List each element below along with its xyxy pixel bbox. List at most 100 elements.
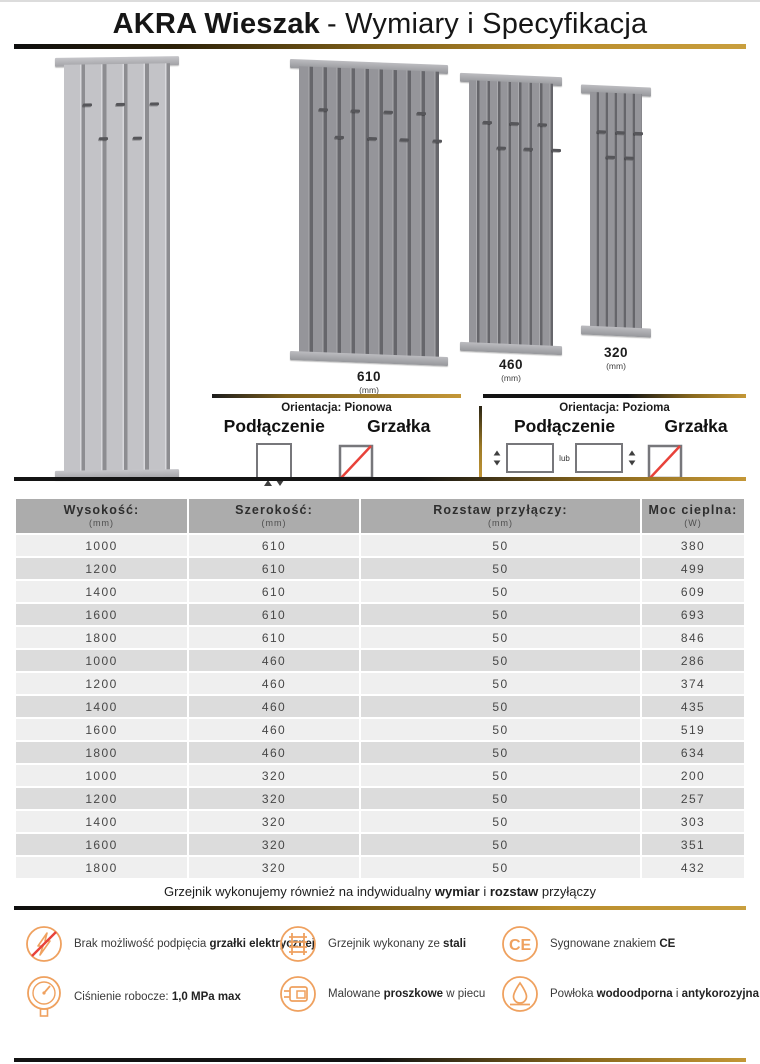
- table-cell: 460: [189, 719, 359, 740]
- table-cell: 303: [642, 811, 744, 832]
- brand-name: AKRA Wieszak: [112, 8, 320, 40]
- table-row: 1000 460 50 286: [16, 650, 744, 671]
- coat-hook: [597, 130, 607, 134]
- coat-hook: [432, 139, 442, 144]
- table-cell: 693: [642, 604, 744, 625]
- table-cell: 435: [642, 696, 744, 717]
- orientation-horizontal-title: Orientacja: Pozioma: [559, 402, 670, 414]
- table-header-row: Wysokość: (mm) Szerokość: (mm) Rozstaw p…: [16, 499, 744, 533]
- table-cell: 50: [361, 788, 640, 809]
- col-header-heat-output: Moc cieplna: (W): [642, 499, 744, 533]
- table-row: 1800 460 50 634: [16, 742, 744, 763]
- ce-mark-icon: CE: [502, 926, 538, 962]
- table-row: 1600 610 50 693: [16, 604, 744, 625]
- col-header-height: Wysokość: (mm): [16, 499, 187, 533]
- table-cell: 1400: [16, 811, 187, 832]
- connection-arrows: [212, 480, 337, 487]
- table-cell: 50: [361, 627, 640, 648]
- arrow-up-icon: [264, 480, 273, 486]
- footer-gradient-rule: [14, 1058, 746, 1062]
- feature-steel: Grzejnik wykonany ze stali: [278, 924, 466, 964]
- width-label-610: 610 (mm): [293, 369, 445, 395]
- arrow-up-icon: [628, 450, 636, 456]
- connection-arrows-right: [628, 450, 636, 466]
- feature-powder-coating: Malowane proszkowe w piecu: [278, 974, 485, 1014]
- table-cell: 50: [361, 719, 640, 740]
- orientation-horizontal-panel: Orientacja: Pozioma Podłączenie lub: [483, 394, 746, 481]
- table-cell: 846: [642, 627, 744, 648]
- page-subtitle: - Wymiary i Specyfikacja: [326, 8, 648, 40]
- table-cell: 1800: [16, 627, 187, 648]
- radiator-front-view-image: [55, 56, 179, 480]
- panel-divider: [479, 406, 482, 480]
- orientation-vertical-panel: Orientacja: Pionowa Podłączenie Grzałka: [212, 394, 461, 487]
- table-cell: 50: [361, 535, 640, 556]
- table-cell: 1800: [16, 857, 187, 878]
- arrow-down-icon: [628, 460, 636, 466]
- table-cell: 460: [189, 673, 359, 694]
- table-cell: 609: [642, 581, 744, 602]
- table-cell: 257: [642, 788, 744, 809]
- heater-heading: Grzałka: [664, 416, 728, 436]
- coat-hook: [624, 156, 634, 160]
- table-cell: 460: [189, 650, 359, 671]
- table-row: 1400 460 50 435: [16, 696, 744, 717]
- page-title: AKRA Wieszak - Wymiary i Specyfikacja: [0, 7, 760, 41]
- svg-text:CE: CE: [509, 937, 532, 954]
- table-row: 1600 320 50 351: [16, 834, 744, 855]
- table-cell: 1200: [16, 558, 187, 579]
- or-label: lub: [559, 453, 570, 463]
- width-unit: (mm): [359, 385, 379, 395]
- coat-hook: [400, 138, 410, 142]
- note-gradient-rule: [14, 906, 746, 910]
- table-cell: 351: [642, 834, 744, 855]
- table-cell: 50: [361, 558, 640, 579]
- width-value: 320: [603, 345, 629, 360]
- table-cell: 1200: [16, 673, 187, 694]
- arrow-down-icon: [493, 460, 501, 466]
- panel-gradient-rule: [483, 394, 746, 398]
- connection-diagram-horizontal: lub: [483, 443, 646, 473]
- table-cell: 519: [642, 719, 744, 740]
- spec-table-body: 1000 610 50 380 1200 610 50 499 1400 610 50 609 1600…: [16, 535, 744, 878]
- coat-hook: [334, 135, 344, 140]
- table-cell: 50: [361, 834, 640, 855]
- connection-box: [506, 443, 555, 473]
- width-unit: (mm): [501, 373, 521, 383]
- waterproof-coating-icon: [502, 976, 538, 1012]
- coat-hook: [615, 130, 625, 135]
- table-cell: 374: [642, 673, 744, 694]
- table-cell: 380: [642, 535, 744, 556]
- coat-hook: [367, 137, 377, 141]
- table-cell: 610: [189, 558, 359, 579]
- radiator-bottom-cap: [581, 325, 651, 338]
- panel-gradient-rule: [212, 394, 461, 398]
- table-cell: 1400: [16, 696, 187, 717]
- radiator-610-image: [290, 58, 448, 367]
- connection-box: [574, 443, 623, 473]
- connection-heading: Podłączenie: [513, 416, 616, 436]
- table-cell: 50: [361, 604, 640, 625]
- header-gradient-rule: [14, 44, 746, 49]
- table-cell: 460: [189, 696, 359, 717]
- table-cell: 610: [189, 627, 359, 648]
- coat-hook: [99, 137, 109, 141]
- arrow-down-icon: [276, 480, 285, 486]
- table-row: 1800 320 50 432: [16, 857, 744, 878]
- table-cell: 320: [189, 788, 359, 809]
- table-cell: 1000: [16, 650, 187, 671]
- coat-hook: [383, 110, 393, 115]
- table-row: 1000 610 50 380: [16, 535, 744, 556]
- orientation-vertical-title: Orientacja: Pionowa: [281, 402, 392, 414]
- table-cell: 50: [361, 696, 640, 717]
- table-row: 1400 610 50 609: [16, 581, 744, 602]
- product-images-section: 610 (mm) 460 (mm) 320 (mm) Orientacja: P…: [0, 49, 760, 486]
- table-cell: 50: [361, 581, 640, 602]
- table-cell: 634: [642, 742, 744, 763]
- table-cell: 1600: [16, 719, 187, 740]
- table-cell: 320: [189, 834, 359, 855]
- connection-heading: Podłączenie: [223, 416, 325, 436]
- table-cell: 286: [642, 650, 744, 671]
- table-cell: 610: [189, 604, 359, 625]
